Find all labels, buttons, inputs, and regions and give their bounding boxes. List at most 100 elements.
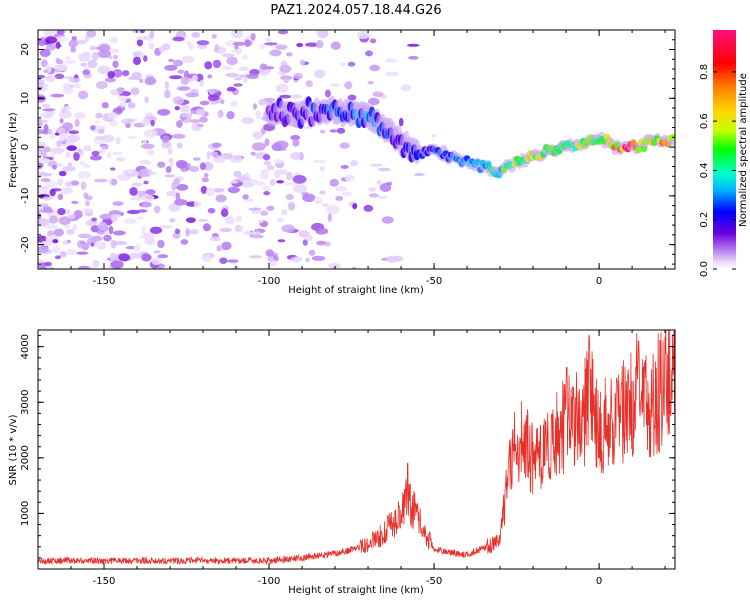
spectrogram-noise-blob [368,193,380,198]
spectrogram-noise-blob [110,214,121,219]
spectrogram-noise-blob [38,259,44,263]
spectrogram-noise-blob [175,159,188,169]
spectrogram-noise-blob [88,266,95,269]
spectrogram-noise-blob [169,75,183,80]
spectrogram-noise-blob [122,70,130,77]
spectrogram-noise-blob [293,72,303,80]
spectrogram-noise-blob [290,151,302,160]
snr-marks [38,330,675,566]
spectrogram-noise-blob [168,58,175,63]
spectrogram-noise-blob [38,202,42,211]
spectrogram-noise-blob [243,198,255,203]
spectrogram-noise-blob [196,40,210,46]
spectrogram-noise-blob [188,43,195,50]
spectrogram-noise-blob [233,265,240,269]
spectrogram-noise-blob [302,193,316,203]
spectrogram-noise-blob [227,186,240,194]
spectrogram-noise-blob [221,241,232,251]
spectrogram-noise-blob [143,55,148,62]
spectrogram-noise-blob [136,39,143,47]
spectrogram-noise-blob [259,63,268,71]
spectrogram-noise-blob [283,182,297,186]
spectrogram-noise-blob [143,180,149,185]
spectrogram-noise-blob [259,171,269,180]
spectrogram-noise-blob [127,135,138,140]
y-tick-label: 2000 [20,445,31,470]
spectrogram-noise-blob [65,248,77,255]
spectrogram-noise-blob [258,219,264,223]
spectrogram-noise-blob [340,62,346,67]
colorbar-scale [713,30,736,269]
spectrogram-noise-blob [109,252,118,261]
spectrogram-noise-blob [42,108,56,112]
spectrogram-noise-blob [141,201,152,208]
spectrogram-noise-blob [83,192,89,199]
spectrogram-noise-blob [43,69,49,73]
spectrogram-noise-blob [109,210,122,216]
spectrogram-noise-blob [127,76,136,80]
spectrogram-noise-blob [305,234,313,242]
spectrogram-noise-blob [319,166,325,172]
spectrogram-noise-blob [89,155,102,161]
spectrogram-noise-blob [250,151,256,156]
spectrogram-noise-blob [161,140,172,149]
spectrogram-noise-blob [199,79,204,88]
spectrogram-noise-blob [51,30,56,33]
spectrogram-noise-blob [321,203,330,207]
spectrogram-noise-blob [136,36,150,40]
spectrogram-noise-blob [106,152,112,158]
spectrogram-noise-blob [58,170,67,177]
spectrogram-noise-blob [169,161,174,168]
spectrogram-noise-blob [56,30,65,35]
spectrogram-noise-blob [232,41,246,46]
spectrogram-y-ticks: -20 -10 0 10 20 [20,29,675,265]
spectrogram-noise-blob [142,232,155,240]
spectrogram-noise-blob [226,56,238,66]
spectrogram-noise-blob [110,239,117,249]
spectrogram-noise-blob [258,99,267,106]
spectrogram-noise-blob [229,180,239,184]
spectrogram-noise-blob [277,168,288,176]
colorbar-tick-label: 0.4 [699,162,710,178]
spectrogram-noise-blob [38,119,49,124]
spectrogram-noise-blob [56,140,62,148]
spectrogram-noise-blob [286,171,293,181]
spectrogram-noise-blob [50,93,64,98]
figure-title: PAZ1.2024.057.18.44.G26 [270,3,441,18]
spectrogram-noise-blob [288,94,302,99]
y-tick-label: 3000 [20,390,31,415]
spectrogram-noise-blob [48,215,59,224]
spectrogram-noise-blob [109,119,118,127]
spectrogram-noise-blob [262,185,271,192]
spectrogram-noise-blob [44,261,53,267]
spectrogram-noise-blob [347,94,357,101]
spectrogram-noise-blob [252,131,263,140]
spectrogram-noise-blob [180,76,190,85]
spectrogram-noise-blob [192,74,198,82]
spectrogram-noise-blob [42,152,47,159]
spectrogram-noise-blob [294,256,300,264]
spectrogram-noise-blob [311,255,326,261]
x-tick-label: -150 [93,576,116,587]
spectrogram-noise-blob [92,259,100,268]
spectrogram-noise-blob [230,100,238,108]
spectrogram-noise-blob [38,83,49,88]
spectrogram-noise-blob [302,239,308,246]
spectrogram-noise-blob [133,243,141,252]
spectrogram-noise-blob [139,159,152,165]
spectrogram-noise-blob [80,181,87,191]
spectrogram-noise-blob [349,159,359,167]
spectrogram-noise-blob [276,217,284,223]
spectrogram-noise-blob [38,74,46,79]
spectrogram-noise-blob [38,188,49,196]
spectrogram-noise-blob [127,168,134,175]
spectrogram-noise-blob [250,234,264,239]
spectrogram-noise-blob [79,161,86,166]
snr-y-ticks: 1000 2000 3000 4000 [20,334,675,570]
spectrogram-noise-blob [344,81,353,90]
spectrogram-noise-blob [115,157,126,162]
spectrogram-noise-blob [113,54,118,60]
spectrogram-noise-blob [209,151,219,157]
spectrogram-noise-blob [157,161,166,168]
